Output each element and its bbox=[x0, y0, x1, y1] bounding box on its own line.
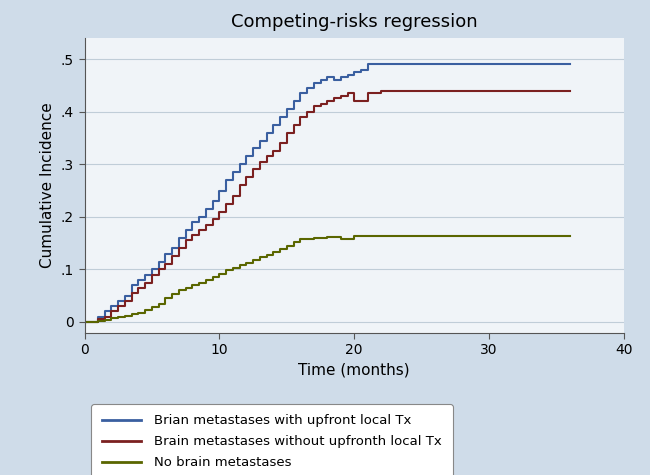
Y-axis label: Cumulative Incidence: Cumulative Incidence bbox=[40, 103, 55, 268]
Legend: Brian metastases with upfront local Tx, Brain metastases without upfronth local : Brian metastases with upfront local Tx, … bbox=[91, 404, 453, 475]
Title: Competing-risks regression: Competing-risks regression bbox=[231, 13, 478, 31]
X-axis label: Time (months): Time (months) bbox=[298, 362, 410, 378]
